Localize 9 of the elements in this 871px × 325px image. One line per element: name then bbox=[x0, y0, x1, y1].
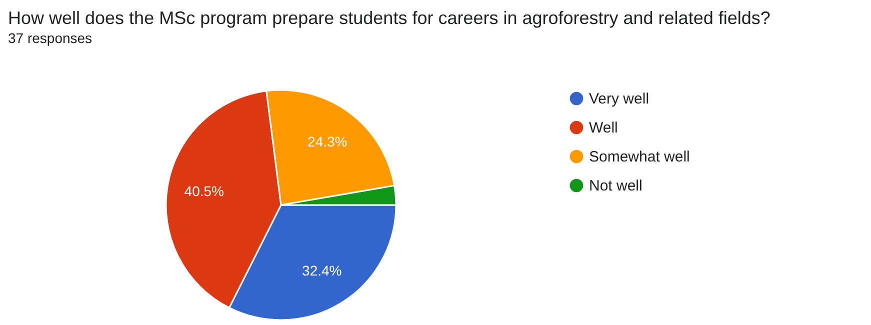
data-label: 40.5% bbox=[184, 182, 224, 199]
legend-label: Not well bbox=[589, 178, 642, 194]
legend-label: Very well bbox=[589, 90, 650, 108]
data-label: 32.4% bbox=[302, 262, 342, 278]
data-label: 24.3% bbox=[308, 133, 348, 150]
legend-label: Somewhat well bbox=[589, 148, 690, 166]
text: 37 responses bbox=[8, 30, 92, 46]
legend-label: Well bbox=[589, 120, 618, 136]
chart-title: How well does the MSc program prepare students for careers in agroforestry and related fields? bbox=[8, 8, 770, 28]
